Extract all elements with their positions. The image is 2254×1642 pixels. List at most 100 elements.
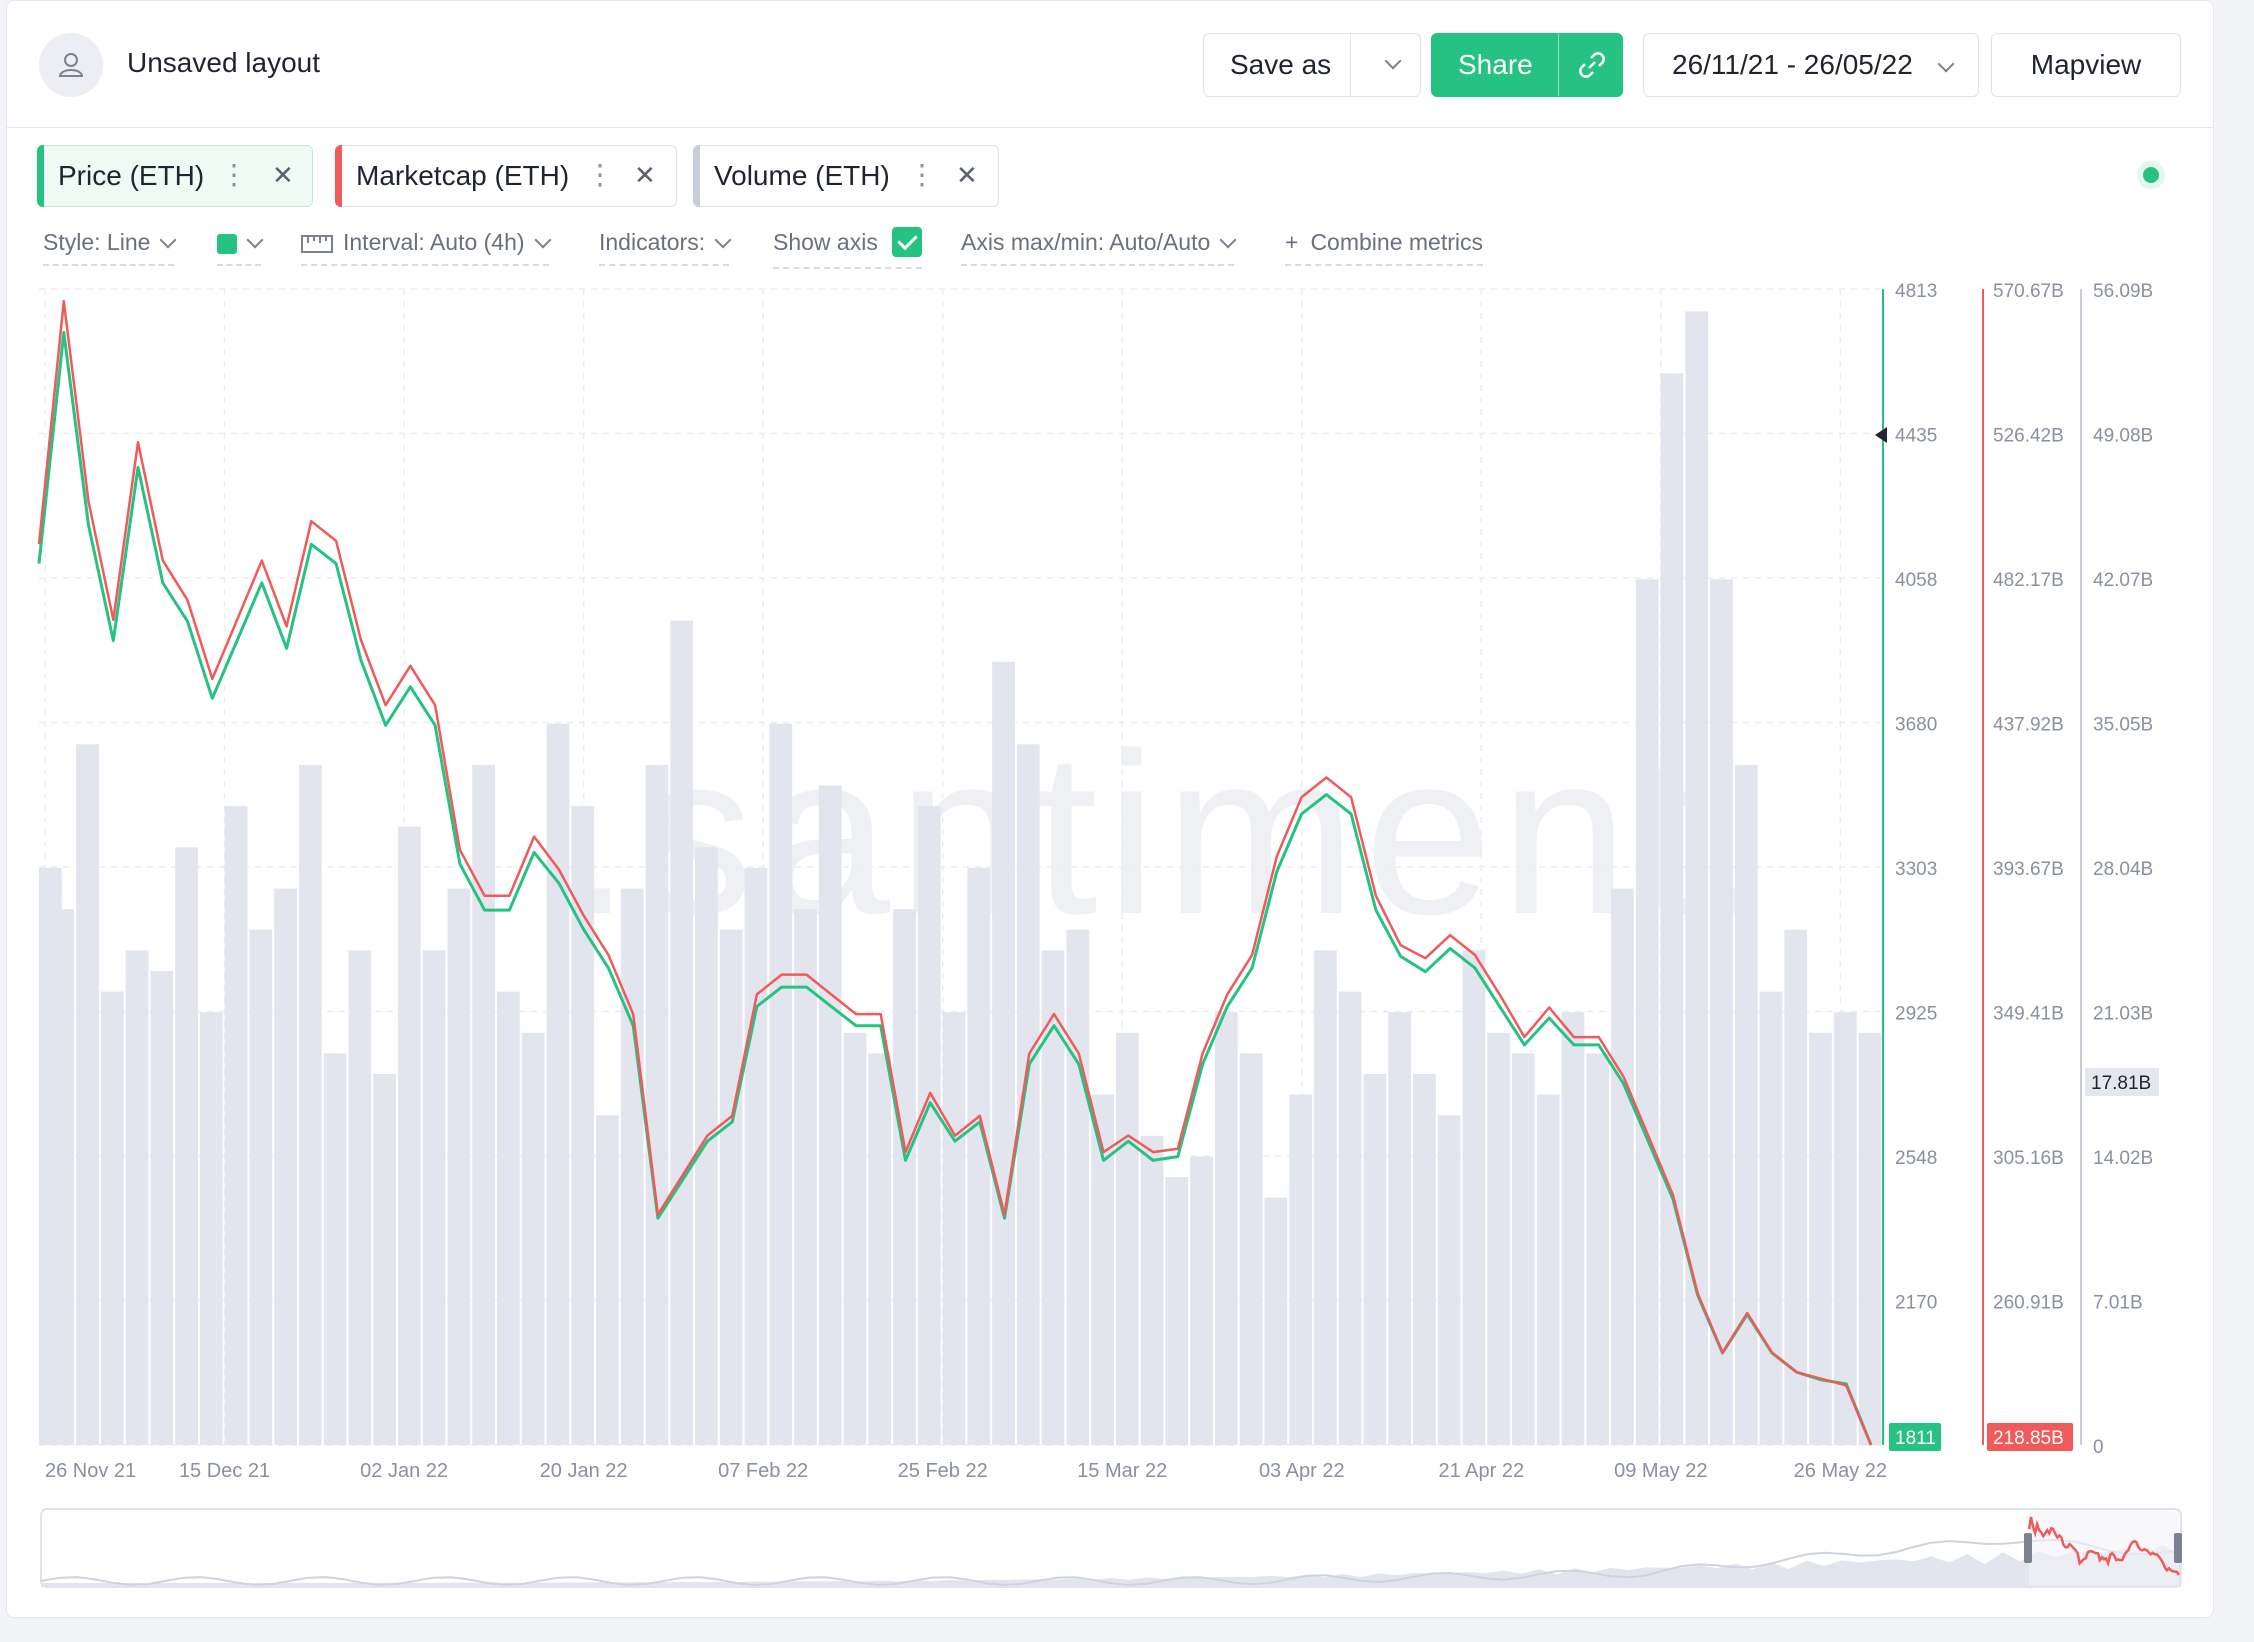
more-vertical-icon[interactable]: ⋮ [220, 159, 248, 190]
tab-volume[interactable]: Volume (ETH) ⋮ ✕ [693, 145, 999, 207]
volume-bar [274, 888, 297, 1445]
chart-svg[interactable]: 4813 4435 4058 3680 3303 2925 2548 2170 1811 570.… [7, 1, 2215, 1619]
volume-bar [1759, 991, 1783, 1445]
top-bar: Unsaved layout Save as Share 26/11/21 - … [7, 1, 2213, 128]
volume-current-label: 17.81B [2091, 1073, 2151, 1094]
volume-bar [571, 806, 595, 1445]
axis-maxmin-label: Axis max/min: Auto/Auto [961, 229, 1211, 255]
volume-current-badge [2085, 1068, 2159, 1097]
volume-bar [150, 970, 174, 1445]
price-tick-label: 4813 [1895, 281, 1937, 302]
volume-bar [695, 847, 718, 1445]
user-icon [58, 53, 84, 77]
marketcap-current-badge [1987, 1423, 2073, 1451]
volume-bar [447, 888, 471, 1445]
tab-label: Volume (ETH) [714, 160, 890, 191]
volume-tick-label: 7.01B [2093, 1293, 2143, 1314]
style-selector[interactable]: Style: Line [43, 229, 177, 266]
volume-bar [1586, 1053, 1610, 1445]
axis-maxmin-selector[interactable]: Axis max/min: Auto/Auto [961, 229, 1237, 266]
volume-tick-label: 35.05B [2093, 715, 2153, 736]
volume-bar [1512, 1053, 1535, 1445]
marketcap-tick-label: 305.16B [1993, 1148, 2064, 1169]
indicators-selector[interactable]: Indicators: [599, 229, 732, 266]
marketcap-tick-label: 526.42B [1993, 426, 2064, 447]
mapview-button[interactable]: Mapview [1991, 33, 2181, 97]
marketcap-tick-label: 393.67B [1993, 859, 2064, 880]
plus-icon: + [1285, 229, 1299, 255]
color-selector[interactable] [217, 229, 264, 266]
close-icon[interactable]: ✕ [634, 160, 656, 190]
tab-label: Price (ETH) [58, 160, 205, 191]
volume-bar [1536, 1094, 1560, 1445]
volume-bar [1635, 579, 1659, 1445]
avatar[interactable] [39, 33, 103, 97]
tab-color-bar [335, 145, 342, 207]
volume-bar [100, 991, 124, 1445]
navigator-right-handle[interactable] [2174, 1533, 2182, 1563]
volume-bar [1784, 929, 1808, 1445]
combine-metrics-button[interactable]: + Combine metrics [1285, 229, 1483, 266]
volume-bar [51, 909, 75, 1445]
volume-bar [1041, 950, 1065, 1445]
checkbox-checked-icon[interactable] [891, 227, 922, 257]
interval-selector[interactable]: Interval: Auto (4h) [301, 229, 552, 266]
volume-bar [843, 1032, 867, 1445]
marketcap-series-line [37, 299, 1873, 1446]
combine-label: Combine metrics [1310, 229, 1483, 255]
tab-price[interactable]: Price (ETH) ⋮ ✕ [37, 145, 313, 207]
navigator-history-line [40, 1538, 2182, 1587]
close-icon[interactable]: ✕ [956, 160, 978, 190]
x-tick-label: 26 Nov 21 [45, 1460, 136, 1482]
price-tick-label: 2170 [1895, 1293, 1937, 1314]
layout-title: Unsaved layout [127, 47, 321, 78]
volume-bar [917, 806, 941, 1445]
marketcap-tick-label: 482.17B [1993, 570, 2064, 591]
date-range-picker[interactable]: 26/11/21 - 26/05/22 [1643, 33, 1979, 97]
tab-marketcap[interactable]: Marketcap (ETH) ⋮ ✕ [335, 145, 677, 207]
price-tick-label: 4435 [1895, 426, 1937, 447]
volume-bar [670, 620, 694, 1445]
price-tick-label: 3680 [1895, 715, 1937, 736]
volume-bar [249, 929, 273, 1445]
volume-bar [942, 1012, 966, 1445]
volume-bar [1734, 764, 1758, 1445]
volume-bar [744, 867, 768, 1445]
show-axis-toggle[interactable]: Show axis [773, 227, 922, 269]
save-as-label: Save as [1230, 49, 1332, 80]
volume-bar [1858, 1032, 1882, 1445]
save-dropdown-toggle[interactable] [1350, 34, 1423, 96]
volume-bar [1289, 1094, 1312, 1445]
save-as-button[interactable]: Save as [1203, 33, 1421, 97]
price-series-line [37, 331, 1873, 1446]
volume-bar [546, 723, 570, 1445]
volume-bar [1710, 579, 1733, 1445]
volume-bar [348, 950, 372, 1445]
price-tick-label: 3303 [1895, 859, 1937, 880]
copy-link-button[interactable] [1558, 34, 1625, 96]
marketcap-tick-label: 349.41B [1993, 1004, 2064, 1025]
volume-bar [1165, 1177, 1189, 1445]
tab-label: Marketcap (ETH) [356, 160, 570, 191]
volume-bar [1413, 1074, 1436, 1445]
share-button[interactable]: Share [1431, 33, 1623, 97]
more-vertical-icon[interactable]: ⋮ [908, 159, 936, 190]
volume-tick-label: 28.04B [2093, 859, 2153, 880]
x-tick-label: 25 Feb 22 [898, 1460, 988, 1482]
volume-tick-label: 14.02B [2093, 1148, 2153, 1169]
navigator-left-handle[interactable] [2024, 1533, 2032, 1563]
ruler-icon [301, 234, 333, 253]
volume-bar [1833, 1012, 1857, 1445]
volume-bar [620, 888, 644, 1445]
volume-bar [769, 723, 793, 1445]
price-tick-label: 4058 [1895, 570, 1937, 591]
volume-bar [992, 661, 1015, 1445]
date-range-label: 26/11/21 - 26/05/22 [1672, 49, 1913, 80]
close-icon[interactable]: ✕ [272, 160, 294, 190]
marketcap-tick-label: 570.67B [1993, 281, 2064, 302]
indicators-label: Indicators: [599, 229, 706, 255]
volume-bar [868, 1053, 892, 1445]
more-vertical-icon[interactable]: ⋮ [586, 159, 614, 190]
volume-bar [1660, 373, 1684, 1445]
style-label: Style: Line [43, 229, 151, 255]
